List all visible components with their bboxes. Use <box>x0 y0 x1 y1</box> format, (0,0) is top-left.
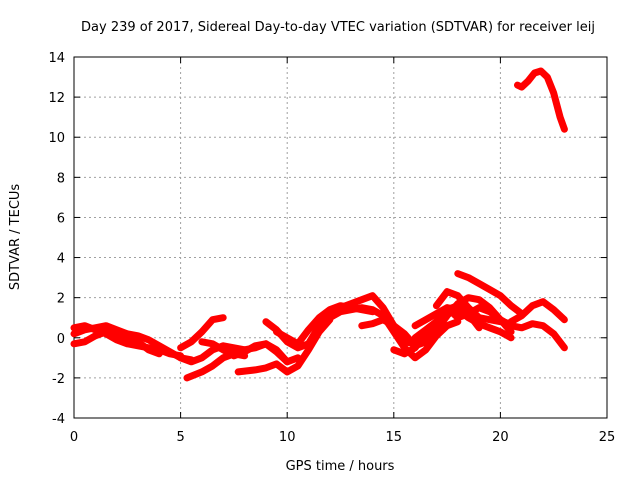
y-tick-label: 8 <box>57 171 65 186</box>
x-tick-label: 10 <box>279 430 296 445</box>
y-axis-label: SDTVAR / TECUs <box>8 184 23 291</box>
y-tick-label: -2 <box>52 372 65 387</box>
x-tick-label: 0 <box>70 430 78 445</box>
series-line-sat-o <box>411 304 568 352</box>
y-tick-label: 12 <box>48 91 65 106</box>
axis-ticks: 0 5 10 15 20 25 -4 -2 0 2 4 6 8 10 12 14 <box>48 51 615 445</box>
series-line-sat-e <box>177 314 227 352</box>
series-line-sat-s <box>514 67 568 133</box>
series-line-sat-l <box>358 294 515 350</box>
y-tick-label: 0 <box>57 332 65 347</box>
series-line-sat-b <box>70 322 185 360</box>
y-tick-label: -4 <box>52 412 65 427</box>
series-line-sat-q <box>454 270 526 318</box>
grid-lines <box>74 57 607 418</box>
x-tick-label: 5 <box>176 430 184 445</box>
series-line-sat-r <box>507 298 568 326</box>
series-line-sat-c <box>70 328 163 358</box>
plot-frame <box>73 56 608 419</box>
x-axis-label: GPS time / hours <box>286 459 395 474</box>
y-tick-label: 10 <box>48 131 65 146</box>
y-tick-label: 14 <box>48 51 65 66</box>
series-line-sat-g <box>198 338 291 366</box>
series-line-sat-p <box>432 288 515 328</box>
x-tick-label: 25 <box>599 430 616 445</box>
x-tick-label: 20 <box>492 430 509 445</box>
x-tick-label: 15 <box>386 430 403 445</box>
chart-title: Day 239 of 2017, Sidereal Day-to-day VTE… <box>81 20 595 35</box>
y-tick-label: 2 <box>57 292 65 307</box>
data-series <box>70 67 568 382</box>
y-tick-label: 6 <box>57 211 65 226</box>
y-tick-label: 4 <box>57 252 65 267</box>
